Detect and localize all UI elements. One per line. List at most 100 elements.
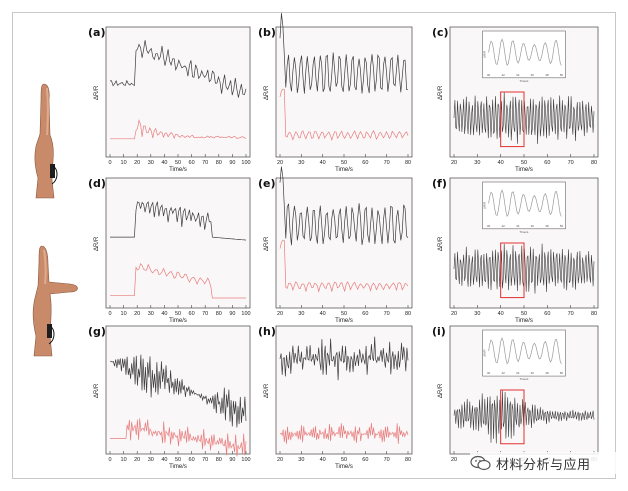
x-tick-label: 70 (202, 160, 208, 166)
inset-x-axis-label: Time/s (520, 377, 529, 381)
y-axis-label: ΔR/R (438, 236, 444, 251)
inset-series-line (488, 38, 562, 66)
panel-label-b: (b) (258, 26, 276, 39)
x-tick-label: 80 (216, 457, 222, 463)
inset-series-line (488, 337, 562, 365)
x-tick-label: 60 (544, 311, 550, 317)
x-tick-label: 40 (161, 457, 167, 463)
x-tick-label: 20 (134, 311, 140, 317)
panel-label-e: (e) (258, 177, 276, 190)
inset-x-tick-label: 48 (545, 371, 549, 375)
inset-x-tick-label: 48 (545, 73, 549, 77)
x-axis-label: Time/s (169, 167, 187, 173)
x-tick-label: 20 (134, 457, 140, 463)
x-tick-label: 70 (384, 457, 390, 463)
y-axis-label: ΔR/R (94, 236, 100, 251)
inset-x-tick-label: 46 (531, 73, 535, 77)
x-tick-label: 50 (521, 160, 527, 166)
watermark-text: 材料分析与应用 (496, 457, 591, 473)
series-line-raw (109, 354, 247, 428)
panel-label-g: (g) (88, 325, 106, 338)
inset-x-axis-label: Time/s (520, 230, 529, 234)
panel-label-i: (i) (432, 325, 446, 338)
x-tick-label: 0 (108, 160, 111, 166)
x-axis-label: Time/s (335, 318, 353, 324)
panel-label-f: (f) (432, 177, 447, 190)
hand-bent-illustration (32, 245, 78, 357)
inset-x-tick-label: 50 (560, 224, 564, 228)
inset-x-tick-label: 40 (487, 224, 491, 228)
inset-x-tick-label: 42 (501, 224, 505, 228)
panel-label-d: (d) (88, 177, 106, 190)
x-tick-label: 70 (384, 311, 390, 317)
x-tick-label: 30 (298, 457, 304, 463)
inset-x-tick-label: 44 (516, 224, 520, 228)
x-tick-label: 100 (241, 457, 250, 463)
inset-x-tick-label: 48 (545, 224, 549, 228)
inset-x-tick-label: 46 (531, 371, 535, 375)
x-axis-label: Time/s (515, 167, 533, 173)
x-tick-label: 10 (121, 160, 127, 166)
x-tick-label: 30 (148, 160, 154, 166)
chart-svg-b: 20 30 40 50 60 70 80 (275, 13, 413, 166)
x-tick-label: 20 (277, 160, 283, 166)
x-axis-label: Time/s (515, 318, 533, 324)
chart-svg-d: 0 10 20 30 40 50 60 70 80 90 100 (105, 177, 251, 317)
y-axis-label: ΔR/R (264, 383, 270, 398)
x-tick-label: 30 (148, 311, 154, 317)
x-tick-label: 80 (216, 311, 222, 317)
chart-svg-f: 20 30 40 50 60 70 80 40 42 44 46 48 50 ΔR/R Time/s (449, 177, 599, 317)
x-tick-label: 60 (362, 457, 368, 463)
x-tick-label: 90 (229, 311, 235, 317)
x-tick-label: 20 (451, 457, 457, 463)
x-tick-label: 30 (474, 160, 480, 166)
x-tick-label: 80 (405, 160, 411, 166)
x-tick-label: 80 (591, 160, 597, 166)
series-line-raw (279, 13, 409, 94)
x-tick-label: 70 (202, 457, 208, 463)
x-tick-label: 90 (229, 457, 235, 463)
x-axis-label: Time/s (335, 464, 353, 470)
x-tick-label: 60 (544, 160, 550, 166)
wechat-icon (470, 455, 491, 471)
series-line-filtered (110, 262, 246, 299)
chart-panel-e: 20 30 40 50 60 70 80 (275, 166, 413, 317)
x-tick-label: 50 (175, 457, 181, 463)
chart-svg-c: 20 30 40 50 60 70 80 40 42 44 46 48 50 ΔR/R Time/s (449, 26, 599, 166)
series-line-raw (279, 336, 409, 381)
x-tick-label: 30 (474, 311, 480, 317)
x-tick-label: 0 (108, 457, 111, 463)
x-tick-label: 30 (298, 311, 304, 317)
x-tick-label: 20 (277, 311, 283, 317)
x-tick-label: 30 (148, 457, 154, 463)
chart-svg-e: 20 30 40 50 60 70 80 (275, 166, 413, 317)
chart-panel-h: 20 30 40 50 60 70 80 (275, 325, 413, 463)
chart-panel-d: 0 10 20 30 40 50 60 70 80 90 100 (105, 177, 251, 317)
x-tick-label: 100 (241, 160, 250, 166)
x-tick-label: 10 (121, 311, 127, 317)
highlight-box (500, 242, 525, 299)
x-tick-label: 40 (320, 160, 326, 166)
inset-x-axis-label: Time/s (520, 79, 529, 83)
chart-panel-g: 0 10 20 30 40 50 60 70 80 90 100 (105, 325, 251, 463)
inset-x-tick-label: 50 (560, 73, 564, 77)
series-line-filtered (110, 119, 247, 140)
x-tick-label: 0 (108, 311, 111, 317)
x-tick-label: 20 (451, 311, 457, 317)
x-axis-label: Time/s (169, 318, 187, 324)
x-tick-label: 70 (568, 160, 574, 166)
inset-x-tick-label: 40 (487, 371, 491, 375)
panel-label-c: (c) (432, 26, 449, 39)
x-tick-label: 40 (498, 311, 504, 317)
x-tick-label: 30 (298, 160, 304, 166)
chart-panel-a: 0 10 20 30 40 50 60 70 80 90 100 (105, 26, 251, 166)
panel-label-h: (h) (258, 325, 276, 338)
axis-frame (105, 177, 251, 309)
inset-x-tick-label: 40 (487, 73, 491, 77)
axis-frame (105, 26, 251, 158)
series-line-raw (109, 40, 247, 98)
x-tick-label: 40 (161, 160, 167, 166)
inset-x-tick-label: 50 (560, 371, 564, 375)
y-axis-label: ΔR/R (94, 85, 100, 100)
